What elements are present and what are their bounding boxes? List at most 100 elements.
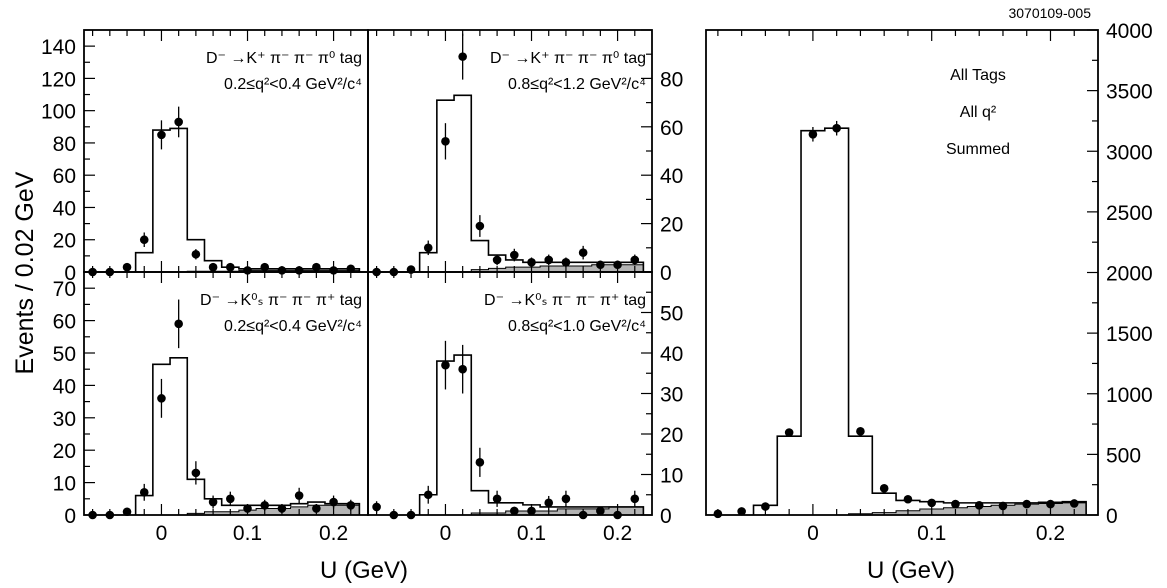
data-point (561, 494, 571, 504)
y-tick-label: 2500 (1106, 202, 1153, 225)
data-point (879, 484, 889, 493)
x-tick-label: 0.2 (603, 522, 632, 545)
data-point (832, 123, 841, 133)
y-tick-label: 40 (53, 375, 76, 398)
data-point (544, 498, 554, 508)
y-tick-label: 50 (660, 303, 683, 326)
y-tick-label: 30 (660, 384, 683, 407)
data-point (903, 494, 913, 504)
data-point (974, 501, 984, 510)
data-point (475, 458, 485, 467)
panel-label: D⁻ →K⁺ π⁻ π⁻ π⁰ tag (490, 50, 646, 67)
panel-label: 0.2≤q²<0.4 GeV²/c⁴ (224, 76, 362, 93)
y-tick-label: 50 (53, 343, 76, 366)
data-point (1022, 499, 1032, 509)
y-tick-label: 1500 (1106, 323, 1153, 346)
data-point (596, 260, 605, 270)
data-point (951, 499, 960, 509)
data-point (329, 497, 338, 507)
data-point (157, 130, 166, 140)
panel-top-left: 0 20 40 60 80 100 120 140 D⁻ →K⁺ π⁻ π⁻ π⁰ tag 0.2… (41, 29, 369, 285)
y-tick-label: 10 (53, 473, 76, 496)
panel-bottom-left: 0 0.1 0.2 0 10 20 30 40 50 60 70 D⁻ →K⁰ₛ π⁻ π⁻ π⁺ t… (53, 271, 369, 545)
y-tick-label: 20 (660, 424, 683, 447)
y-tick-label: 1000 (1106, 384, 1153, 407)
y-tick-label: 0 (1106, 505, 1118, 528)
panel-frame (705, 29, 1099, 516)
data-point (458, 52, 467, 61)
panel-label: 0.8≤q²<1.2 GeV²/c⁴ (508, 76, 646, 93)
y-tick-label: 80 (53, 133, 76, 156)
panel-label: All Tags (950, 67, 1006, 84)
y-tick-label: 3500 (1106, 81, 1153, 104)
figure-id: 3070109-005 (1008, 5, 1091, 21)
y-axis-label: Events / 0.02 GeV (11, 171, 39, 374)
data-point (277, 504, 287, 513)
y-tick-label: 100 (41, 101, 76, 124)
y-tick-label: 40 (53, 197, 76, 220)
data-point (372, 502, 381, 512)
x-tick-label: 0.1 (917, 522, 946, 545)
x-axis-label-right: U (GeV) (867, 557, 955, 584)
y-tick-label: 70 (53, 278, 76, 301)
signal-histogram (418, 94, 645, 272)
panel-bottom-middle: 0 0.1 0.2 0 10 20 30 40 50 D⁻ →K⁰ₛ π⁻ π⁻ π⁺ tag 0.… (367, 271, 683, 545)
data-point (630, 255, 640, 265)
x-tick-label: 0.2 (319, 522, 348, 545)
data-point (1069, 499, 1079, 508)
data-point (578, 248, 588, 257)
y-tick-label: 3000 (1106, 141, 1153, 164)
data-point (441, 137, 450, 146)
panel-label: All q² (960, 104, 997, 121)
data-point (294, 491, 304, 500)
panel-top-middle: 0 20 40 60 80 D⁻ →K⁺ π⁻ π⁻ π⁰ tag 0.8≤q²<1.2 G… (367, 29, 683, 285)
signal-histogram (134, 357, 361, 515)
y-tick-label: 0 (64, 262, 76, 285)
data-point (174, 319, 183, 329)
panel-label: D⁻ →K⁺ π⁻ π⁻ π⁰ tag (206, 50, 362, 67)
data-point (544, 255, 554, 265)
signal-histogram (752, 127, 1087, 515)
data-point (312, 504, 321, 513)
data-point (139, 235, 149, 245)
y-tick-label: 80 (660, 68, 683, 91)
data-point (856, 427, 865, 436)
data-point (157, 394, 166, 403)
panel-label: D⁻ →K⁰ₛ π⁻ π⁻ π⁺ tag (484, 292, 646, 309)
y-tick-label: 60 (660, 117, 683, 140)
data-point (630, 494, 640, 504)
data-point (226, 494, 235, 504)
x-tick-label: 0 (440, 522, 452, 545)
y-tick-label: 2000 (1106, 263, 1153, 286)
panel-label: D⁻ →K⁰ₛ π⁻ π⁻ π⁺ tag (200, 292, 362, 309)
data-point (191, 468, 201, 478)
y-tick-label: 140 (41, 36, 76, 59)
x-axis-label-left: U (GeV) (320, 557, 408, 584)
x-tick-label: 0.1 (233, 522, 262, 545)
y-tick-label: 40 (660, 343, 683, 366)
background-histogram (753, 502, 1087, 516)
data-point (561, 258, 571, 267)
signal-histogram (134, 127, 361, 272)
y-tick-label: 60 (53, 165, 76, 188)
panel-label: 0.8≤q²<1.0 GeV²/c⁴ (508, 318, 646, 335)
data-point (927, 498, 936, 508)
y-tick-label: 120 (41, 68, 76, 91)
data-point (784, 428, 794, 437)
data-point (492, 255, 502, 265)
data-point (808, 129, 818, 139)
signal-histogram (418, 354, 645, 515)
data-point (998, 501, 1008, 511)
data-point (492, 494, 502, 504)
x-tick-label: 0.2 (1036, 522, 1065, 545)
data-point (441, 360, 450, 370)
data-point (761, 502, 770, 511)
data-point (458, 364, 467, 374)
data-point (510, 250, 519, 260)
x-tick-label: 0 (156, 522, 168, 545)
y-tick-label: 0 (64, 505, 76, 528)
y-tick-label: 40 (660, 165, 683, 188)
y-tick-label: 20 (660, 214, 683, 237)
